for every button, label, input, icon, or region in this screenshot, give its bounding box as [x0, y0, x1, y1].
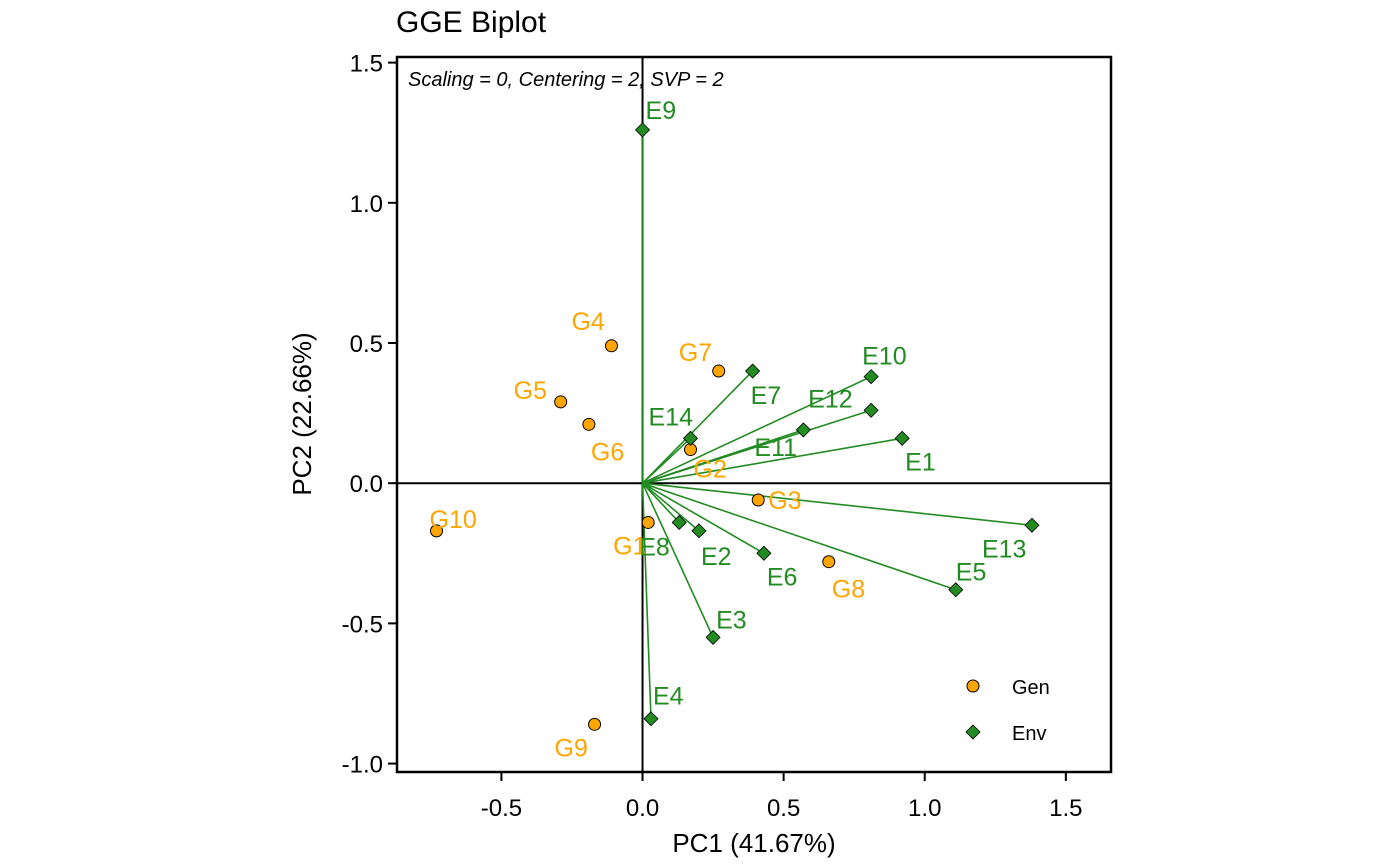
env-label-e1: E1 [905, 448, 936, 476]
env-label-e2: E2 [701, 543, 732, 571]
env-label-e11: E11 [754, 434, 797, 462]
env-point-e6 [756, 545, 772, 561]
legend-gen-label: Gen [1012, 677, 1050, 699]
x-tick-label: 1.5 [1049, 795, 1082, 822]
env-point-e11 [795, 422, 811, 438]
gen-point-g6 [582, 417, 596, 431]
env-point-e5 [948, 582, 964, 598]
gen-point-g7 [712, 364, 726, 378]
point-labels: G1 G2 G3 G4 G5 G6 G7 G8 G9 G10 E1 E2 E3 E4 E5 E6 E7 E8 E9 E… [430, 97, 1027, 762]
environment-vectors [641, 129, 1033, 719]
env-label-e8: E8 [639, 533, 670, 561]
gen-label-g2: G2 [694, 456, 727, 484]
gen-label-g10: G10 [430, 506, 477, 534]
env-point-e7 [745, 363, 761, 379]
env-vector-e13 [642, 482, 1033, 527]
env-point-e1 [894, 430, 910, 446]
zero-lines [397, 57, 1111, 772]
chart-title: GGE Biplot [396, 6, 547, 39]
env-label-e10: E10 [862, 343, 906, 371]
y-tick-label: -0.5 [342, 611, 383, 638]
legend: Gen Env [965, 677, 1050, 745]
gen-label-g8: G8 [832, 576, 865, 604]
gen-point-g8 [822, 555, 836, 569]
env-label-e3: E3 [716, 606, 747, 634]
env-label-e4: E4 [653, 683, 684, 711]
env-point-e12 [863, 402, 879, 418]
env-point-e4 [643, 711, 659, 727]
y-tick-label: 1.5 [350, 51, 383, 78]
env-point-e13 [1024, 517, 1040, 533]
env-point-e10 [863, 369, 879, 385]
env-vector-e12 [642, 409, 872, 484]
env-point-e3 [705, 629, 721, 645]
x-tick-label: -0.5 [481, 795, 522, 822]
gen-point-g9 [588, 717, 602, 731]
env-label-e9: E9 [646, 97, 677, 125]
gen-point-g4 [604, 339, 618, 353]
env-vector-e5 [642, 482, 957, 591]
y-tick-label: 0.5 [350, 331, 383, 358]
legend-env-marker [965, 724, 981, 740]
env-vector-e3 [641, 482, 714, 638]
env-vector-e6 [642, 482, 765, 554]
env-label-e13: E13 [982, 535, 1026, 563]
gen-label-g6: G6 [591, 438, 624, 466]
point-markers [430, 122, 1040, 731]
x-axis: -0.5 0.0 0.5 1.0 1.5 [481, 772, 1083, 822]
env-vector-e1 [642, 437, 903, 484]
env-point-e8 [671, 514, 687, 531]
gen-point-g1 [641, 515, 655, 529]
gen-point-g3 [751, 493, 765, 507]
gen-label-g4: G4 [571, 308, 604, 336]
gen-label-g9: G9 [555, 734, 588, 762]
gen-point-g5 [554, 395, 568, 409]
y-tick-label: 0.0 [350, 471, 383, 498]
y-axis: -1.0 -0.5 0.0 0.5 1.0 1.5 [342, 51, 397, 779]
legend-env-label: Env [1012, 723, 1046, 745]
env-point-e14 [682, 430, 699, 446]
env-point-e2 [691, 523, 707, 539]
env-label-e6: E6 [767, 563, 798, 591]
env-vector-e10 [642, 375, 872, 484]
gen-label-g5: G5 [514, 377, 547, 405]
env-point-e9 [634, 122, 651, 138]
gen-label-g1: G1 [613, 532, 646, 560]
env-label-e7: E7 [751, 382, 782, 410]
env-vector-e2 [642, 482, 700, 532]
gen-label-g3: G3 [768, 487, 801, 515]
gen-point-g10 [430, 524, 444, 538]
x-tick-label: 1.0 [908, 795, 941, 822]
env-vector-e14 [641, 437, 692, 484]
y-tick-label: 1.0 [350, 191, 383, 218]
x-tick-label: 0.5 [767, 795, 800, 822]
y-tick-label: -1.0 [342, 752, 383, 779]
plot-frame [395, 55, 1113, 774]
env-label-e12: E12 [808, 385, 852, 413]
env-vector-e8 [641, 482, 680, 523]
x-axis-title: PC1 (41.67%) [672, 828, 835, 858]
legend-gen-marker [966, 679, 980, 693]
env-vector-e7 [641, 370, 754, 484]
env-label-e14: E14 [649, 403, 694, 431]
y-axis-title: PC2 (22.66%) [287, 332, 317, 495]
chart-subtitle: Scaling = 0, Centering = 2, SVP = 2 [408, 69, 724, 91]
gen-label-g7: G7 [679, 339, 712, 367]
env-label-e5: E5 [956, 559, 987, 587]
x-tick-label: 0.0 [626, 795, 659, 822]
